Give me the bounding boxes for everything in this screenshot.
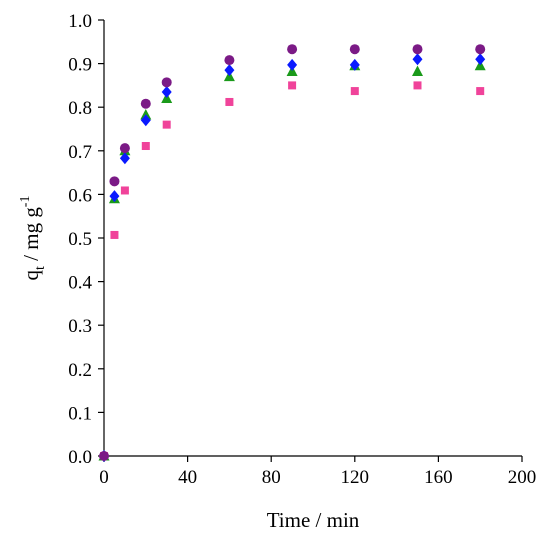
y-tick-label: 0.4	[68, 273, 92, 294]
series-triangle	[98, 59, 486, 461]
series-diamond	[99, 53, 486, 462]
data-point-circle	[412, 44, 423, 55]
data-markers	[98, 44, 486, 462]
data-point-diamond	[349, 58, 360, 71]
y-tick-label: 0.1	[68, 403, 92, 424]
series-circle	[99, 44, 486, 461]
y-axis-title-base: q	[19, 269, 43, 280]
data-point-circle	[161, 77, 172, 88]
x-tick-label: 160	[424, 467, 453, 488]
data-point-diamond	[119, 152, 130, 165]
x-tick-label: 200	[508, 467, 537, 488]
y-tick-label: 0.9	[68, 55, 92, 76]
x-tick-label: 0	[99, 467, 109, 488]
data-point-square	[476, 87, 485, 96]
data-point-diamond	[287, 58, 298, 71]
data-point-square	[413, 81, 422, 90]
data-point-diamond	[161, 85, 172, 98]
data-point-square	[162, 120, 171, 129]
data-point-diamond	[224, 64, 235, 77]
data-point-circle	[109, 176, 120, 187]
y-ticks: 0.0 0.1 0.2 0.3 0.4 0.5 0.6 0.7 0.8 0.9 1.0	[68, 11, 104, 468]
y-axis-title-subscript: t	[33, 266, 48, 270]
y-tick-label: 0.6	[68, 185, 92, 206]
y-tick-label: 0.8	[68, 98, 92, 119]
data-point-circle	[119, 143, 130, 154]
data-point-square	[225, 97, 234, 106]
data-point-diamond	[412, 53, 423, 66]
x-tick-label: 40	[178, 467, 197, 488]
data-point-square	[288, 81, 297, 90]
y-tick-label: 0.5	[68, 229, 92, 250]
data-point-circle	[99, 451, 109, 461]
y-tick-label: 0.3	[68, 316, 92, 337]
y-tick-label: 0.0	[68, 447, 92, 468]
data-point-circle	[349, 44, 360, 55]
data-point-diamond	[140, 114, 151, 127]
data-point-circle	[287, 44, 298, 55]
data-point-square	[141, 142, 150, 151]
x-tick-label: 80	[262, 467, 281, 488]
y-tick-label: 0.7	[68, 142, 92, 163]
x-ticks: 0 40 80 120 160 200	[99, 456, 536, 488]
data-point-circle	[224, 55, 235, 66]
data-point-circle	[140, 98, 151, 109]
series-square	[100, 81, 485, 460]
y-tick-label: 1.0	[68, 11, 92, 32]
data-point-square	[110, 230, 119, 239]
y-axis-title: qt / mg g-1	[18, 196, 48, 281]
data-point-square	[350, 87, 359, 96]
data-point-diamond	[109, 190, 120, 203]
data-point-diamond	[475, 53, 486, 66]
x-axis-title: Time / min	[267, 508, 360, 532]
y-tick-label: 0.2	[68, 360, 92, 381]
data-point-circle	[475, 44, 486, 55]
data-point-triangle	[412, 65, 423, 76]
data-point-square	[120, 186, 129, 195]
y-axis-title-superscript: -1	[18, 196, 33, 208]
y-axis-title-unit: / mg g	[19, 207, 43, 266]
x-tick-label: 120	[341, 467, 370, 488]
